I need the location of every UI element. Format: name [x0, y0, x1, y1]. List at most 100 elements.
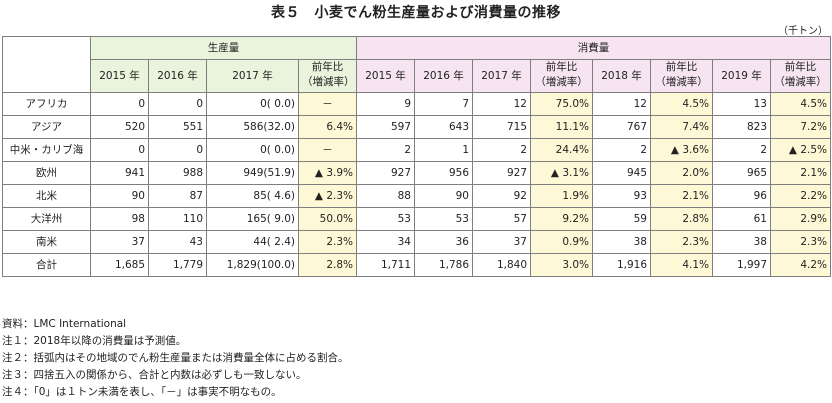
unit-label: （千トン） — [778, 26, 828, 37]
table-row: 北米 90 87 85( 4.6) ▲ 2.3% 88 90 92 1.9% 93 2.1% 96 2.… — [2, 184, 831, 208]
value-cell: 0 — [90, 138, 149, 162]
ratio-cell: ▲ 2.5% — [770, 138, 831, 162]
value-cell: 0 — [90, 92, 149, 116]
ratio-cell: － — [298, 92, 357, 116]
value-cell: 520 — [90, 115, 149, 139]
ratio-cell: 4.5% — [650, 92, 713, 116]
ratio-cell: 3.0% — [530, 253, 593, 277]
col-header: 2015 年 — [90, 59, 149, 93]
value-cell: 1,916 — [592, 253, 651, 277]
value-cell: 12 — [592, 92, 651, 116]
ratio-cell: 6.4% — [298, 115, 357, 139]
region-cell: 南米 — [2, 230, 91, 254]
value-cell: 941 — [90, 161, 149, 185]
table-body: アフリカ 0 0 0( 0.0) － 9 7 12 75.0% 12 4.5% 13 4.5% アジア 52… — [2, 92, 831, 277]
region-cell: 合計 — [2, 253, 91, 277]
ratio-cell: 2.3% — [650, 230, 713, 254]
ratio-cell: 1.9% — [530, 184, 593, 208]
value-cell: 110 — [148, 207, 207, 231]
ratio-cell: ▲ 2.3% — [298, 184, 357, 208]
notes: 資料：LMC International 注１：2018年以降の消費量は予測値。… — [2, 316, 349, 401]
value-cell: 61 — [712, 207, 771, 231]
value-cell: 38 — [592, 230, 651, 254]
col-header: 2016 年 — [148, 59, 207, 93]
value-cell: 44( 2.4) — [206, 230, 299, 254]
value-cell: 98 — [90, 207, 149, 231]
value-cell: 96 — [712, 184, 771, 208]
col-header: 2015 年 — [356, 59, 415, 93]
value-cell: 88 — [356, 184, 415, 208]
ratio-cell: 2.1% — [650, 184, 713, 208]
table-title: 表５ 小麦でん粉生産量および消費量の推移 — [271, 5, 561, 21]
region-cell: 北米 — [2, 184, 91, 208]
ratio-cell: ▲ 3.6% — [650, 138, 713, 162]
value-cell: 0 — [148, 92, 207, 116]
note-1: 注１：2018年以降の消費量は予測値。 — [2, 335, 187, 347]
note-2: 注２：括弧内はその地域のでん粉生産量または消費量全体に占める割合。 — [2, 352, 349, 364]
value-cell: 12 — [472, 92, 531, 116]
value-cell: 1,829(100.0) — [206, 253, 299, 277]
value-cell: 597 — [356, 115, 415, 139]
ratio-cell: 50.0% — [298, 207, 357, 231]
region-cell: 欧州 — [2, 161, 91, 185]
consumption-header: 消費量 — [356, 36, 831, 60]
production-header: 生産量 — [90, 36, 357, 60]
value-cell: 1,840 — [472, 253, 531, 277]
value-cell: 43 — [148, 230, 207, 254]
table-row: 欧州 941 988 949(51.9) ▲ 3.9% 927 956 927 ▲ 3.1% 94… — [2, 161, 831, 185]
value-cell: 2 — [712, 138, 771, 162]
ratio-cell: 2.2% — [770, 184, 831, 208]
value-cell: 0( 0.0) — [206, 92, 299, 116]
group-header-row: 生産量 消費量 — [2, 36, 831, 93]
ratio-cell: 2.3% — [770, 230, 831, 254]
value-cell: 7 — [414, 92, 473, 116]
data-table: 生産量 消費量 2015 年 2016 年 2017 年 前年比 （増減率） 2… — [2, 36, 831, 277]
value-cell: 715 — [472, 115, 531, 139]
col-header: 2019 年 — [712, 59, 771, 93]
ratio-cell: 2.8% — [650, 207, 713, 231]
value-cell: 1,997 — [712, 253, 771, 277]
value-cell: 965 — [712, 161, 771, 185]
value-cell: 643 — [414, 115, 473, 139]
ratio-cell: 2.3% — [298, 230, 357, 254]
ratio-cell: 7.4% — [650, 115, 713, 139]
col-header: 2017 年 — [206, 59, 299, 93]
value-cell: 949(51.9) — [206, 161, 299, 185]
table-row: 中米・カリブ海 0 0 0( 0.0) － 2 1 2 24.4% 2 ▲ 3.6% 2 ▲ 2.5% — [2, 138, 831, 162]
value-cell: 37 — [90, 230, 149, 254]
col-header-ratio: 前年比 （増減率） — [298, 59, 357, 93]
value-cell: 956 — [414, 161, 473, 185]
value-cell: 945 — [592, 161, 651, 185]
value-cell: 767 — [592, 115, 651, 139]
ratio-cell: 2.9% — [770, 207, 831, 231]
value-cell: 85( 4.6) — [206, 184, 299, 208]
value-cell: 823 — [712, 115, 771, 139]
column-header-row: 2015 年 2016 年 2017 年 前年比 （増減率） 2015 年 20… — [3, 59, 831, 93]
value-cell: 59 — [592, 207, 651, 231]
region-cell: アジア — [2, 115, 91, 139]
col-header-ratio: 前年比 （増減率） — [530, 59, 593, 93]
region-cell: 中米・カリブ海 — [2, 138, 91, 162]
value-cell: 9 — [356, 92, 415, 116]
value-cell: 13 — [712, 92, 771, 116]
value-cell: 927 — [472, 161, 531, 185]
region-cell: 大洋州 — [2, 207, 91, 231]
value-cell: 36 — [414, 230, 473, 254]
value-cell: 53 — [414, 207, 473, 231]
value-cell: 92 — [472, 184, 531, 208]
value-cell: 927 — [356, 161, 415, 185]
ratio-cell: 7.2% — [770, 115, 831, 139]
value-cell: 57 — [472, 207, 531, 231]
ratio-cell: － — [298, 138, 357, 162]
note-source: 資料：LMC International — [2, 318, 127, 330]
value-cell: 93 — [592, 184, 651, 208]
region-header — [2, 36, 91, 93]
col-header-ratio: 前年比 （増減率） — [770, 59, 831, 93]
value-cell: 90 — [414, 184, 473, 208]
ratio-cell: 75.0% — [530, 92, 593, 116]
ratio-cell: 4.5% — [770, 92, 831, 116]
value-cell: 165( 9.0) — [206, 207, 299, 231]
ratio-cell: 4.1% — [650, 253, 713, 277]
value-cell: 38 — [712, 230, 771, 254]
value-cell: 551 — [148, 115, 207, 139]
